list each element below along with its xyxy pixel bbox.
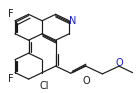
Text: F: F [8, 74, 14, 84]
Text: O: O [82, 76, 90, 86]
Text: Cl: Cl [40, 81, 49, 91]
Text: N: N [69, 16, 77, 26]
Text: O: O [115, 58, 123, 68]
Text: F: F [8, 9, 14, 19]
